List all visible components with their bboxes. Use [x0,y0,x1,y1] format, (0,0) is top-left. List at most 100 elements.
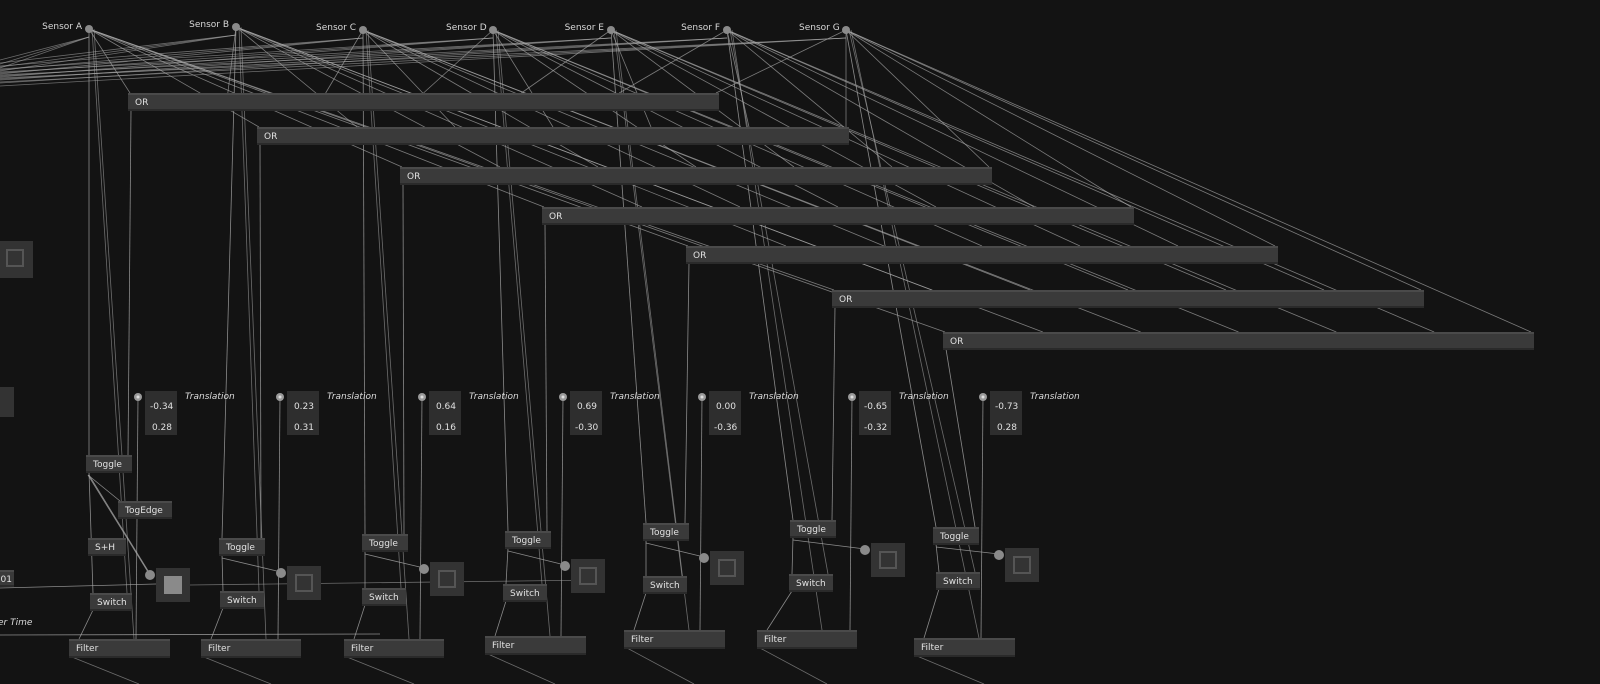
filter-node[interactable]: Filter [914,638,1015,657]
or-node[interactable]: OR [832,290,1424,308]
offscreen-link [0,34,237,72]
bang-pin[interactable] [994,550,1004,560]
translation-x-value[interactable]: -0.34 [150,402,174,412]
toggle-indicator-button[interactable] [871,543,905,577]
toggle-indicator-button[interactable] [1005,548,1039,582]
offscreen-link [0,36,90,61]
toggle-indicator-button[interactable] [571,559,605,593]
sensor-pin[interactable] [489,26,497,34]
filter-node[interactable]: Filter [69,639,170,658]
translation-value-box[interactable]: -0.34 0.28 [145,391,177,435]
translation-x-value[interactable]: 0.00 [715,402,736,412]
toggle-node[interactable]: Toggle [933,527,979,545]
sensor-switch-link [238,26,260,592]
translation-pin-dot[interactable] [850,395,854,399]
translation-x-value[interactable]: -0.65 [864,402,888,412]
toggle-node[interactable]: Toggle [505,531,551,549]
time-link [0,633,381,636]
translation-pin-dot[interactable] [278,395,282,399]
switch-node[interactable]: Switch [220,591,264,609]
bang-pin[interactable] [560,561,570,571]
toggle-node[interactable]: Toggle [643,523,689,541]
translation-value-box[interactable]: 0.64 0.16 [429,391,461,435]
sensor-toggle-link [726,29,794,521]
translation-y-value[interactable]: 0.28 [151,423,172,433]
toggle-node[interactable]: Toggle [362,534,408,552]
translation-pin-dot[interactable] [561,395,565,399]
filter-node[interactable]: Filter [485,636,586,655]
translation-filter-link [277,396,281,640]
translation-y-value[interactable]: 0.31 [293,423,314,433]
switch-node[interactable]: Switch [643,576,687,594]
bang-pin[interactable] [860,545,870,555]
toggle-square-link [87,474,149,573]
translation-x-value[interactable]: -0.73 [995,402,1019,412]
toggle-square-link [935,546,1000,555]
toggle-node[interactable]: Toggle [219,538,265,556]
switch-node[interactable]: Switch [503,584,547,602]
sensor-pin[interactable] [607,26,615,34]
switch-node[interactable]: Switch [362,588,406,606]
filter-node[interactable]: Filter [624,630,725,649]
toggle-indicator-button[interactable] [430,562,464,596]
translation-y-value[interactable]: 0.16 [435,423,456,433]
switch-node[interactable]: Switch [936,572,980,590]
or-node[interactable]: OR [943,332,1534,350]
or-node[interactable]: OR [257,127,849,145]
translation-pin-dot[interactable] [700,395,704,399]
sensor-or-link [235,26,358,128]
translation-value-box[interactable]: 0.23 0.31 [287,391,319,435]
bang-pin[interactable] [276,568,286,578]
filter-node[interactable]: Filter [201,639,301,658]
translation-y-value[interactable]: -0.30 [575,423,599,433]
or-toggle-link [684,262,690,524]
switch-filter-link [766,590,793,631]
bang-pin[interactable] [419,564,429,574]
sensor-or-link [521,29,612,94]
translation-y-value[interactable]: 0.28 [996,423,1017,433]
translation-pin-dot[interactable] [136,395,140,399]
translation-y-value[interactable]: -0.36 [714,423,738,433]
offscreen-link [0,34,237,68]
translation-pin-dot[interactable] [420,395,424,399]
or-node[interactable]: OR [542,207,1134,225]
sensor-pin[interactable] [359,26,367,34]
togedge-node[interactable]: TogEdge [118,501,172,519]
sensor-pin[interactable] [85,25,93,33]
or-node[interactable]: OR [686,246,1278,264]
bang-pin[interactable] [145,570,155,580]
translation-x-value[interactable]: 0.64 [435,402,456,412]
translation-x-value[interactable]: 0.69 [576,402,597,412]
toggle-node[interactable]: Toggle [790,520,836,538]
filter-node[interactable]: Filter [757,630,857,649]
translation-value-box[interactable]: 0.00 -0.36 [709,391,741,435]
or-toggle-link [831,306,836,521]
toggle-indicator-button[interactable] [287,566,321,600]
sensor-pin[interactable] [842,26,850,34]
sensor-pin[interactable] [232,23,240,31]
sensor-toggle-link [492,29,509,532]
translation-pin-dot[interactable] [981,395,985,399]
sample-hold-node[interactable]: S+H [88,538,126,556]
offscreen-toggle-button[interactable] [0,241,33,278]
translation-value-box[interactable]: 0.69 -0.30 [570,391,602,435]
toggle-node[interactable]: Toggle [86,455,132,473]
toggle-indicator-button[interactable] [710,551,744,585]
translation-value-box[interactable]: -0.73 0.28 [990,391,1022,435]
offscreen-box[interactable] [0,387,14,417]
filter-node[interactable]: Filter [344,639,444,658]
or-node[interactable]: OR [128,93,719,111]
switch-node[interactable]: Switch [789,574,833,592]
bang-pin[interactable] [699,553,709,563]
translation-y-value[interactable]: -0.32 [864,423,888,433]
translation-value-box[interactable]: -0.65 -0.32 [859,391,891,435]
sensor-pin[interactable] [723,26,731,34]
switch-node[interactable]: Switch [90,593,132,611]
translation-label: Translation [610,392,660,402]
translation-label: Translation [327,392,377,402]
translation-x-value[interactable]: 0.23 [293,402,314,412]
toggle-indicator-icon [718,559,736,577]
or-node[interactable]: OR [400,167,992,185]
offscreen-value-box[interactable]: 01 [0,570,14,587]
toggle-indicator-button[interactable] [156,568,190,602]
